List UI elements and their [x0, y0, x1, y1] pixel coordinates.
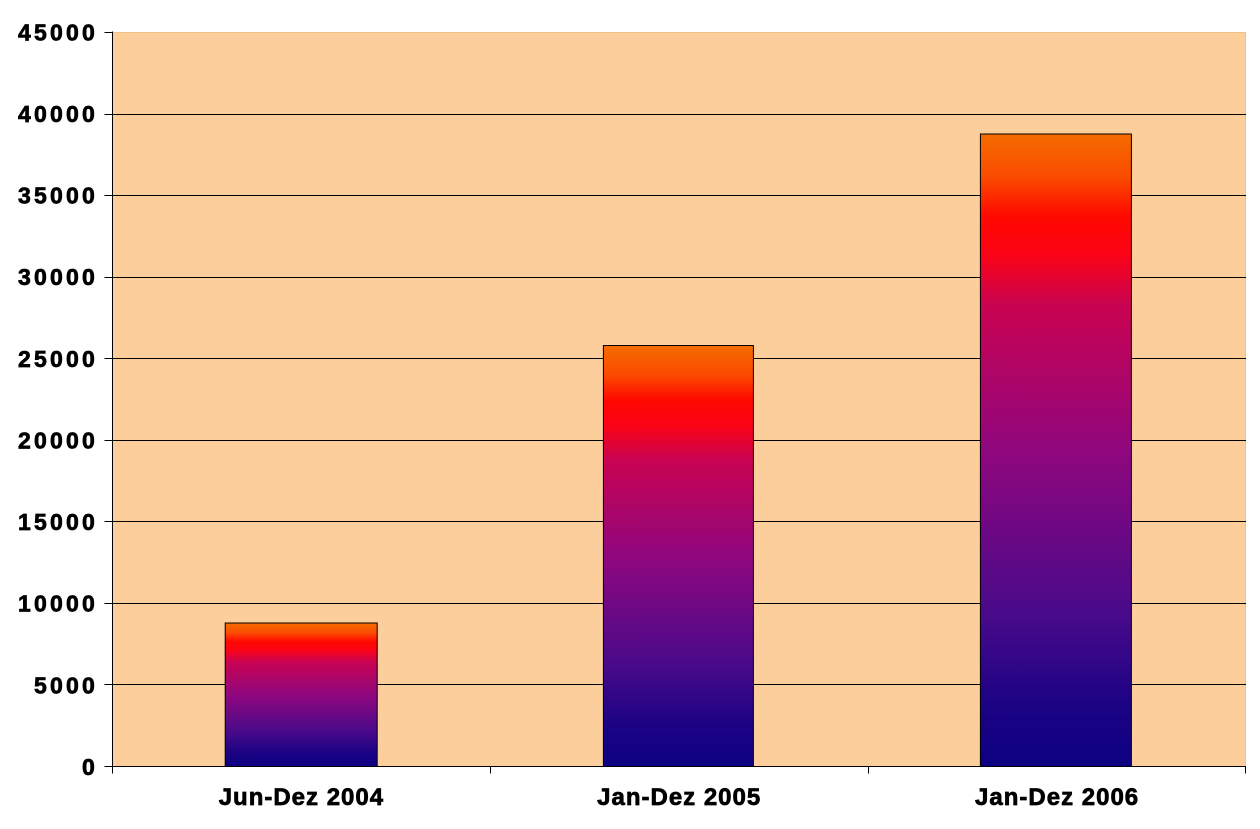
svg-text:Jun-Dez 2004: Jun-Dez 2004 — [219, 784, 384, 811]
svg-text:15000: 15000 — [18, 509, 98, 535]
svg-text:Jan-Dez 2006: Jan-Dez 2006 — [975, 784, 1139, 811]
svg-text:Jan-Dez 2005: Jan-Dez 2005 — [597, 784, 761, 811]
svg-text:10000: 10000 — [18, 591, 98, 617]
svg-text:0: 0 — [82, 754, 98, 780]
svg-text:35000: 35000 — [18, 183, 98, 209]
svg-text:45000: 45000 — [18, 19, 98, 45]
svg-text:30000: 30000 — [18, 264, 98, 290]
svg-text:25000: 25000 — [18, 346, 98, 372]
svg-text:5000: 5000 — [34, 672, 98, 698]
svg-text:20000: 20000 — [18, 428, 98, 454]
svg-text:40000: 40000 — [18, 101, 98, 127]
